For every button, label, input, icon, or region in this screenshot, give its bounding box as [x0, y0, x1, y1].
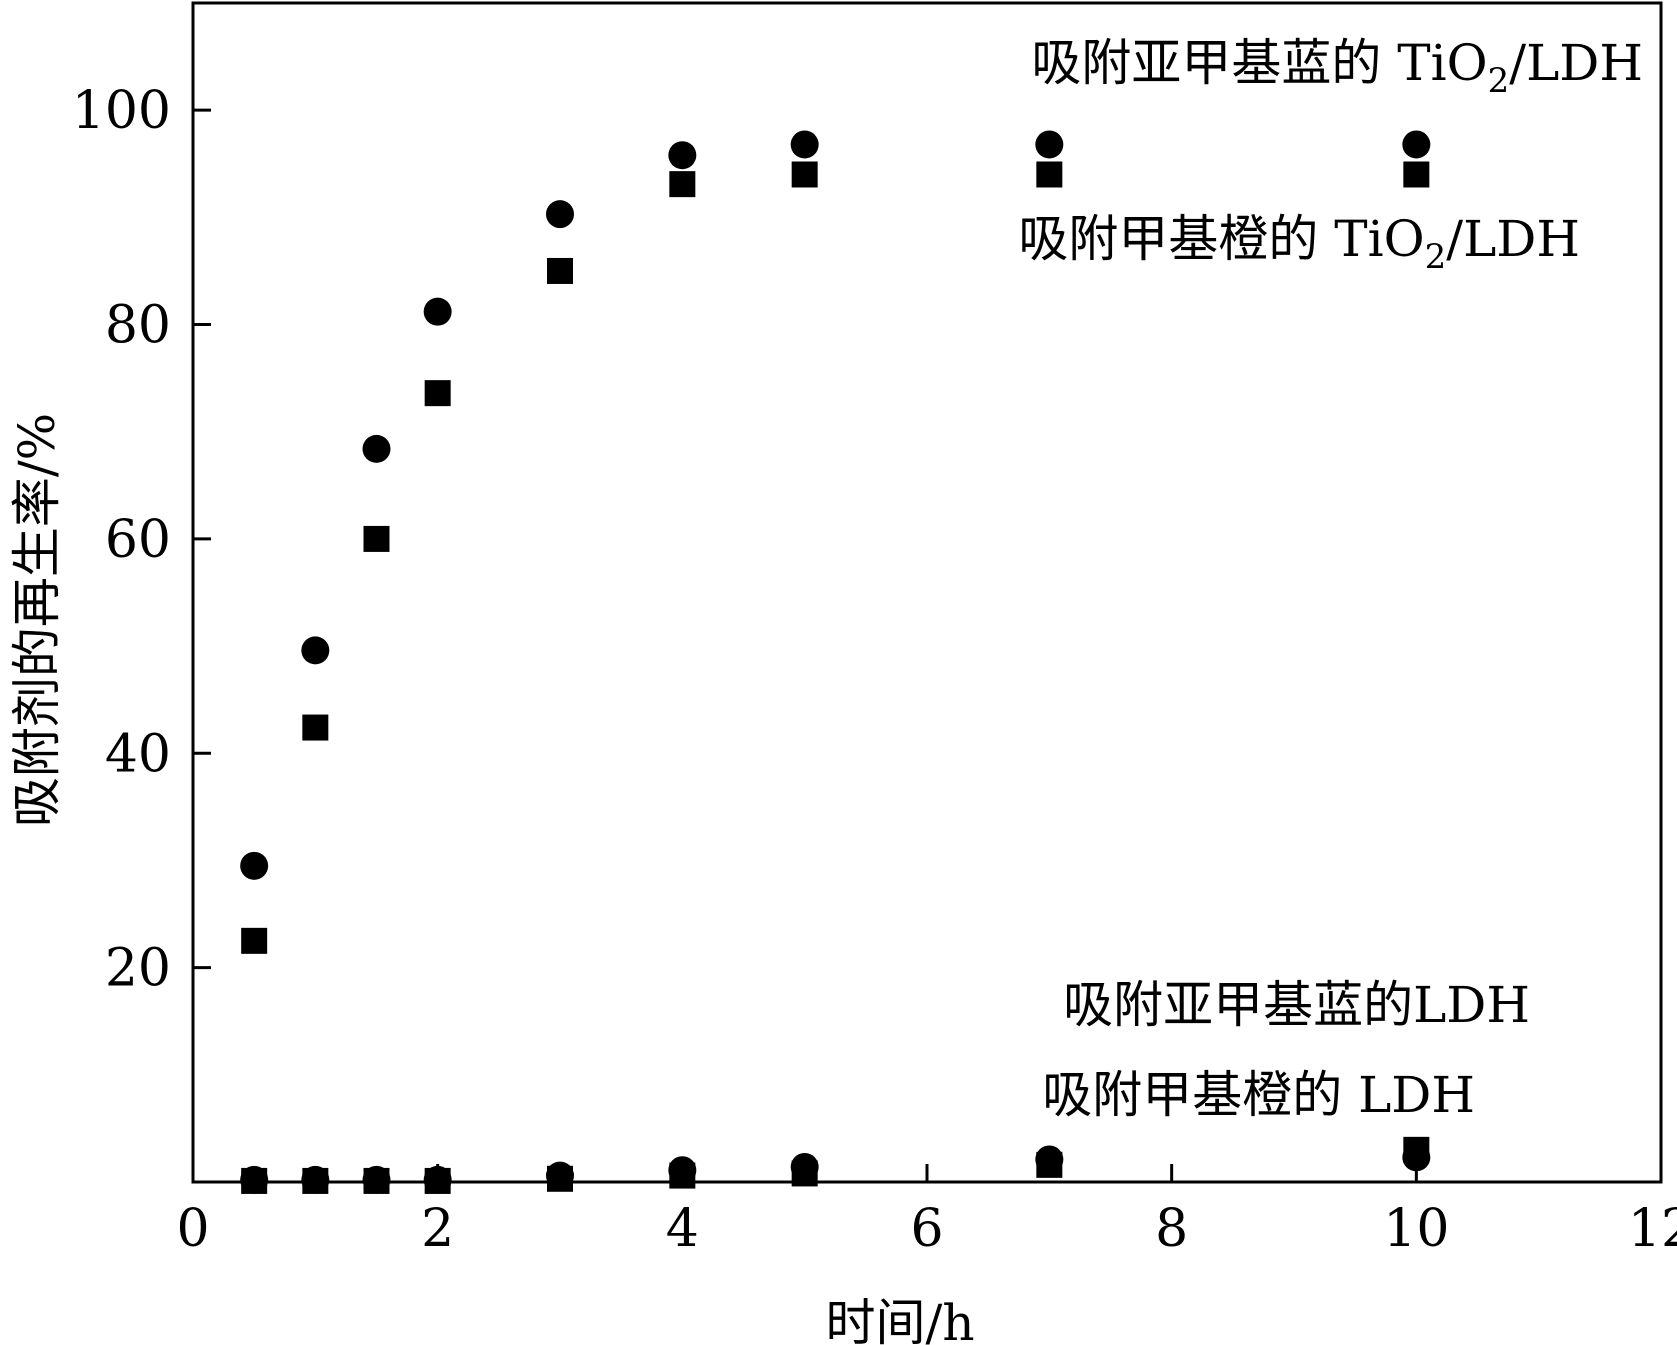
data-point-circle: [423, 297, 452, 326]
data-point-circle: [546, 200, 574, 229]
annotation-mo-tio2-ldh: 吸附甲基橙的 TiO2/LDH: [1018, 210, 1580, 277]
x-tick-label: 4: [666, 1199, 699, 1259]
data-point-square: [1403, 161, 1430, 188]
x-tick-label: 6: [910, 1199, 943, 1259]
data-points: [240, 130, 1431, 1194]
data-point-square: [669, 171, 696, 198]
x-tick-label: 2: [421, 1199, 454, 1259]
data-point-circle: [301, 636, 330, 665]
y-tick-label: 40: [105, 724, 171, 784]
data-point-square: [547, 1165, 573, 1192]
x-axis-title: 时间/h: [825, 1294, 974, 1345]
annotation-mb-ldh: 吸附亚甲基蓝的LDH: [1063, 976, 1530, 1034]
data-point-square: [791, 1160, 818, 1187]
data-point-circle: [1402, 130, 1431, 159]
y-axis-title: 吸附剂的再生率/%: [8, 413, 66, 827]
axis-tick-labels: 0 2 4 6 8 10 12 20 40 60 80 100: [72, 81, 1677, 1259]
data-point-square: [241, 927, 268, 954]
y-tick-label: 100: [72, 81, 171, 141]
data-point-square: [1403, 1136, 1430, 1163]
data-point-square: [363, 525, 390, 552]
data-point-square: [424, 380, 451, 407]
data-point-circle: [362, 434, 391, 463]
data-point-square: [424, 1167, 451, 1194]
data-point-circle: [240, 851, 269, 880]
x-tick-label: 0: [176, 1199, 209, 1259]
data-point-square: [241, 1167, 268, 1194]
data-point-circle: [1035, 130, 1064, 159]
x-tick-label: 8: [1155, 1199, 1188, 1259]
data-point-circle: [668, 141, 697, 170]
x-tick-label: 10: [1383, 1199, 1449, 1259]
data-point-square: [363, 1167, 390, 1194]
x-tick-label: 12: [1628, 1199, 1677, 1259]
y-tick-label: 20: [105, 939, 171, 999]
data-point-square: [302, 1167, 329, 1194]
data-point-square: [1036, 161, 1063, 188]
data-point-square: [669, 1162, 696, 1189]
y-tick-label: 60: [105, 510, 171, 570]
data-point-square: [1036, 1151, 1063, 1178]
annotation-mo-ldh: 吸附甲基橙的 LDH: [1042, 1066, 1475, 1124]
data-point-circle: [790, 130, 819, 159]
annotation-mb-tio2-ldh: 吸附亚甲基蓝的 TiO2/LDH: [1031, 34, 1643, 101]
data-point-square: [547, 257, 573, 284]
y-tick-label: 80: [105, 296, 171, 356]
data-point-square: [302, 714, 329, 741]
data-point-square: [791, 161, 818, 188]
axis-ticks: [191, 108, 1663, 1182]
